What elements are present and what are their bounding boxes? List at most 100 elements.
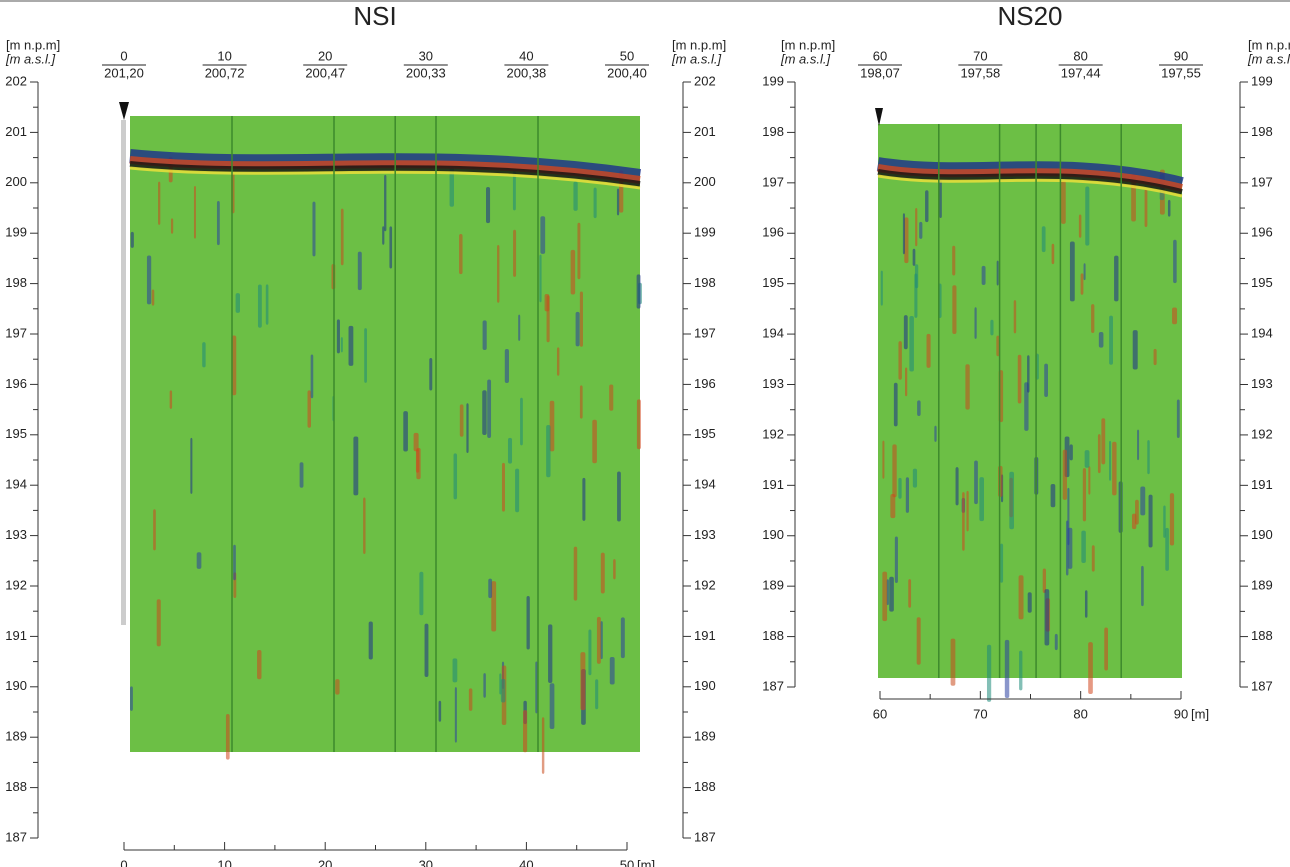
reflection: [459, 404, 464, 437]
reflection: [546, 424, 551, 478]
chart-title: NS20: [997, 1, 1062, 31]
reflection: [518, 314, 521, 341]
reflection: [616, 188, 620, 216]
reflection: [1080, 273, 1084, 295]
reflection: [1167, 199, 1171, 217]
reflection: [549, 683, 555, 729]
reflection: [609, 656, 615, 685]
reflection: [1114, 255, 1119, 302]
reflection: [196, 552, 202, 569]
reflection: [384, 174, 387, 232]
reflection: [483, 673, 486, 698]
y-tick-label: 189: [1251, 578, 1273, 593]
reflection: [540, 216, 546, 254]
y-tick-label: 198: [762, 124, 784, 139]
reflection: [449, 165, 454, 207]
reflection: [233, 544, 236, 581]
reflection: [526, 596, 530, 650]
reflection: [613, 559, 616, 580]
reflection: [636, 399, 641, 450]
y-tick-label: 200: [5, 174, 27, 189]
reflection: [912, 468, 918, 488]
y-tick-label: 191: [694, 628, 716, 643]
y-tick-label: 191: [5, 628, 27, 643]
reflection: [1172, 307, 1178, 325]
y-tick-label: 198: [694, 275, 716, 290]
reflection: [1097, 434, 1101, 474]
y-tick-label: 191: [762, 477, 784, 492]
reflection: [520, 397, 523, 446]
station-elevation: 197,55: [1161, 65, 1201, 80]
station-elevation: 198,07: [860, 65, 900, 80]
y-axis-label: [m n.p.m]: [781, 37, 835, 52]
reflection: [620, 617, 625, 659]
reflection: [588, 629, 592, 676]
reflection: [146, 255, 152, 305]
reflection: [595, 679, 599, 710]
reflection: [1104, 627, 1108, 671]
y-tick-label: 190: [694, 678, 716, 693]
reflection: [340, 208, 344, 266]
x-axis-label: [m]: [1191, 706, 1209, 721]
reflection: [580, 652, 586, 711]
reflection: [902, 213, 905, 255]
reflection: [916, 617, 921, 665]
y-tick-label: 194: [762, 326, 784, 341]
reflection: [403, 411, 408, 452]
reflection: [1173, 239, 1177, 284]
reflection: [1051, 243, 1055, 265]
reflection: [368, 621, 373, 660]
y-tick-label: 192: [5, 577, 27, 592]
x-tick-label: 80: [1073, 706, 1087, 721]
y-tick-label: 192: [762, 426, 784, 441]
reflection: [265, 284, 269, 325]
reflection: [202, 342, 206, 368]
y-tick-label: 194: [1251, 326, 1273, 341]
reflection: [340, 337, 343, 353]
reflection: [357, 251, 362, 291]
reflection: [1084, 590, 1088, 618]
reflection: [882, 571, 888, 622]
surface-reflection: [129, 166, 641, 190]
reflection: [1147, 440, 1150, 475]
reflection: [389, 226, 393, 269]
reflection: [908, 579, 912, 608]
reflection: [979, 477, 984, 522]
reflection: [1137, 429, 1140, 461]
reflection: [1027, 355, 1030, 393]
reflection: [363, 497, 366, 555]
station-elevation: 200,33: [406, 65, 446, 80]
y-tick-label: 196: [5, 376, 27, 391]
reflection: [974, 460, 978, 505]
y-tick-label: 196: [1251, 225, 1273, 240]
y-tick-label: 202: [694, 73, 716, 88]
reflection: [596, 616, 601, 664]
reflection: [424, 623, 429, 678]
reflection: [1027, 592, 1032, 613]
reflection: [156, 599, 161, 647]
reflection: [582, 477, 586, 521]
reflection: [544, 293, 550, 312]
reflection: [880, 270, 883, 306]
reflection: [1041, 226, 1046, 253]
station-elevation: 200,40: [607, 65, 647, 80]
reflection: [579, 291, 583, 347]
reflection: [535, 661, 538, 714]
reflection: [1176, 399, 1180, 439]
x-tick-label: 30: [419, 857, 433, 867]
reflection: [1165, 527, 1169, 571]
y-tick-label: 195: [762, 275, 784, 290]
reflection: [912, 248, 916, 266]
station-elevation: 200,47: [305, 65, 345, 80]
reflection: [336, 319, 340, 354]
reflection: [382, 226, 385, 245]
reflection: [190, 437, 193, 494]
reflection: [307, 390, 311, 428]
reflection: [600, 621, 603, 660]
reflection: [915, 208, 918, 247]
y-axis-label: [m n.p.m]: [1248, 37, 1290, 52]
reflection: [1078, 214, 1082, 238]
reflection: [501, 462, 505, 512]
reflection: [1098, 332, 1104, 348]
y-tick-label: 190: [1251, 527, 1273, 542]
